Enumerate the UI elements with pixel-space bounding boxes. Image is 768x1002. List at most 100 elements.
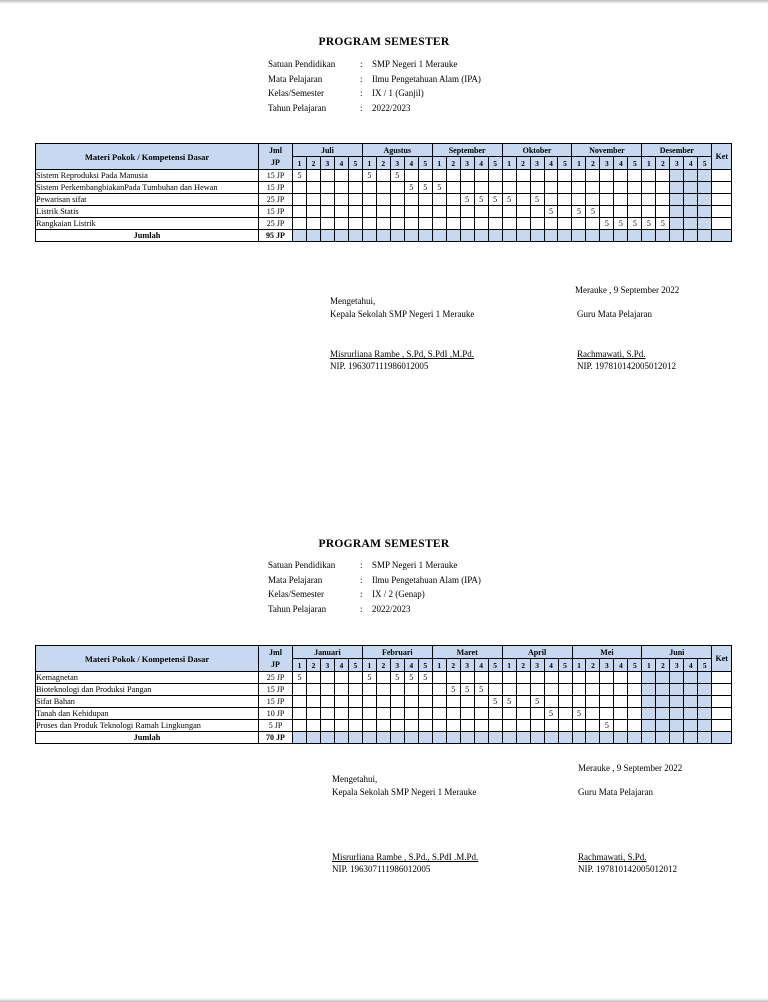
- week-cell: 5: [473, 683, 489, 696]
- week-cell: 5: [501, 695, 517, 708]
- week-number: 2: [655, 156, 671, 170]
- week-cell: [292, 707, 307, 720]
- week-cell: [473, 181, 489, 194]
- materi-row: Pewarisan sifat 25 JP 5 5 5 5 5: [35, 193, 733, 206]
- week-cell: [487, 671, 503, 684]
- week-cell: [557, 169, 573, 182]
- week-number: 2: [375, 156, 391, 170]
- week-cell: [683, 683, 699, 696]
- week-cell: [543, 217, 559, 230]
- week-number: 5: [557, 156, 573, 170]
- week-cell: [403, 683, 419, 696]
- week-cell: [403, 707, 419, 720]
- week-cell: [473, 695, 489, 708]
- week-number: 5: [417, 156, 433, 170]
- materi-row: Rangkaian Listrik 25 JP 5 5 5 5 5: [35, 217, 733, 230]
- materi-cell: Rangkaian Listrik: [35, 217, 259, 230]
- week-number: 5: [417, 658, 433, 672]
- week-cell: [613, 695, 629, 708]
- week-cell: [347, 683, 363, 696]
- week-cell: [697, 707, 713, 720]
- week-cell: [557, 707, 573, 720]
- week-number: 5: [557, 658, 573, 672]
- week-cell: [292, 217, 307, 230]
- week-cell: [361, 719, 377, 732]
- week-cell: [697, 695, 713, 708]
- week-cell: 5: [459, 683, 475, 696]
- materi-cell: Pewarisan sifat: [35, 193, 259, 206]
- week-cell: [571, 193, 587, 206]
- week-cell: [389, 683, 405, 696]
- week-number: 5: [347, 658, 363, 672]
- week-cell: 5: [431, 181, 447, 194]
- week-cell: [319, 229, 335, 242]
- week-cell: [403, 229, 419, 242]
- jp-cell: 15 JP: [258, 169, 293, 182]
- week-cell: [697, 229, 713, 242]
- week-cell: [515, 205, 531, 218]
- kepala-sekolah-name: Misrurliana Rambe , S.Pd, S.PdI ,M.Pd.: [330, 349, 475, 359]
- materi-cell: Bioteknologi dan Produksi Pangan: [35, 683, 259, 696]
- materi-cell: Listrik Statis: [35, 205, 259, 218]
- meta-colon: :: [360, 589, 363, 600]
- week-cell: [613, 707, 629, 720]
- week-cell: [515, 719, 531, 732]
- week-cell: [669, 217, 685, 230]
- meta-colon: :: [360, 73, 363, 84]
- week-cell: [697, 181, 713, 194]
- week-cell: [557, 695, 573, 708]
- materi-row: Sifat Bahan 15 JP 5 5 5: [35, 695, 733, 708]
- week-cell: [487, 719, 503, 732]
- week-cell: [431, 217, 447, 230]
- month-header: November: [571, 143, 643, 157]
- week-cell: [333, 731, 349, 744]
- week-cell: [375, 217, 391, 230]
- week-cell: [431, 205, 447, 218]
- ket-cell: [711, 683, 733, 696]
- week-cell: [669, 671, 685, 684]
- week-cell: [375, 193, 391, 206]
- week-cell: [417, 719, 433, 732]
- meta-label: Tahun Pelajaran: [268, 102, 327, 113]
- week-number: 5: [347, 156, 363, 170]
- week-cell: [333, 719, 349, 732]
- week-cell: [557, 205, 573, 218]
- meta-value: Ilmu Pengetahuan Alam (IPA): [372, 574, 481, 585]
- week-cell: [543, 193, 559, 206]
- month-header: Februari: [361, 645, 433, 659]
- week-cell: [459, 217, 475, 230]
- week-cell: [305, 719, 321, 732]
- meta-value: SMP Negeri 1 Merauke: [372, 560, 458, 570]
- week-number: 4: [543, 658, 559, 672]
- week-cell: 5: [487, 695, 503, 708]
- week-cell: [347, 719, 363, 732]
- week-cell: [501, 205, 517, 218]
- ket-cell: [711, 229, 733, 242]
- week-cell: [445, 181, 461, 194]
- week-number: 3: [529, 156, 545, 170]
- week-cell: 5: [599, 217, 615, 230]
- week-cell: [417, 695, 433, 708]
- week-cell: [683, 169, 699, 182]
- week-cell: [361, 731, 377, 744]
- week-cell: 5: [403, 181, 419, 194]
- ket-cell: [711, 205, 733, 218]
- document-meta: Satuan Pendidikan: SMP Negeri 1 Merauke Ma…: [268, 560, 481, 618]
- guru-name: Rachmawati, S.Pd.: [578, 852, 647, 862]
- week-cell: [305, 731, 321, 744]
- guru-label: Guru Mata Pelajaran: [577, 309, 652, 319]
- week-cell: [613, 181, 629, 194]
- week-number: 4: [403, 658, 419, 672]
- materi-row: Kemagnetan 25 JP 5 5 5 5 5: [35, 671, 733, 684]
- week-cell: 5: [292, 671, 307, 684]
- week-cell: [683, 193, 699, 206]
- materi-cell: Tanah dan Kehidupan: [35, 707, 259, 720]
- week-number: 3: [529, 658, 545, 672]
- week-number: 1: [431, 658, 447, 672]
- meta-row: Tahun Pelajaran:2022/2023: [268, 103, 481, 118]
- jp-cell: 15 JP: [258, 205, 293, 218]
- meta-row: Mata Pelajaran: Ilmu Pengetahuan Alam (IP…: [268, 74, 481, 89]
- ket-cell: [711, 181, 733, 194]
- week-cell: [529, 683, 545, 696]
- week-cell: [501, 217, 517, 230]
